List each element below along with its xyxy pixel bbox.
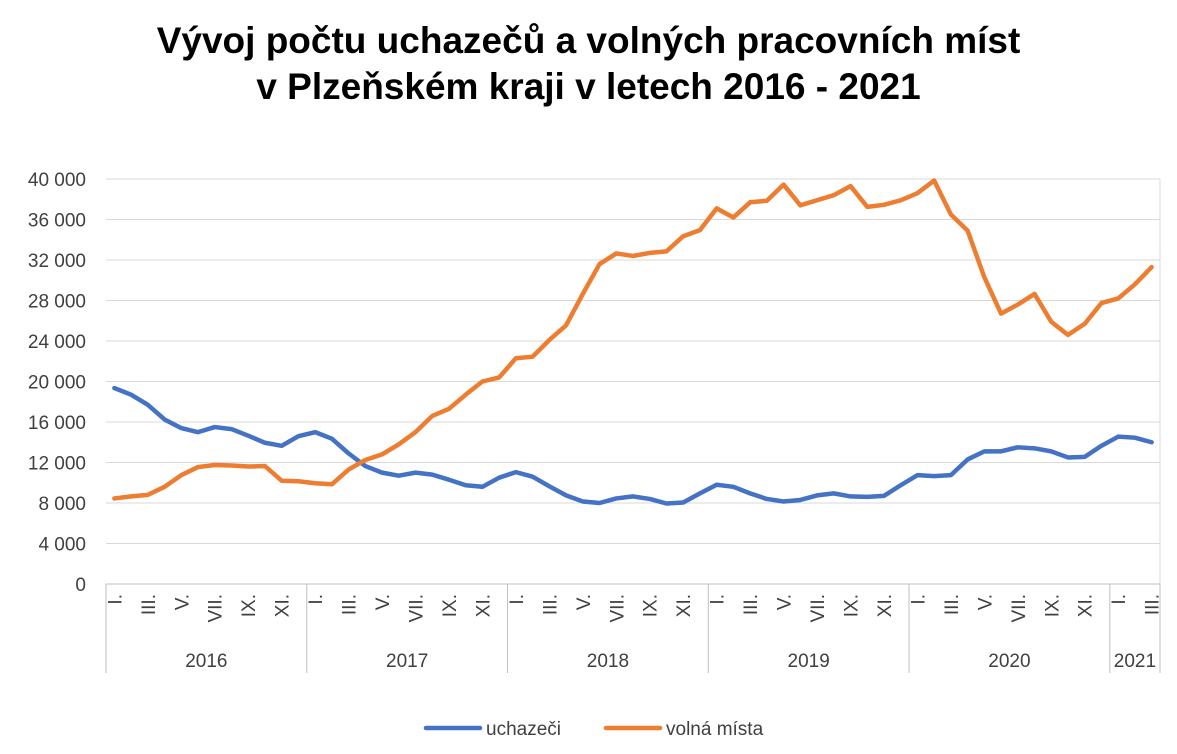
- x-tick-label: V.: [775, 594, 796, 610]
- y-tick-label: 8 000: [38, 494, 86, 515]
- x-tick-label: XI.: [473, 594, 494, 617]
- chart-title: Vývoj počtu uchazečů a volných pracovníc…: [0, 18, 1177, 110]
- x-axis: I. III. V. VII. IX. XI. 2016 I. III. V. VII. IX. XI.…: [105, 583, 1164, 673]
- x-tick-label: XI.: [1076, 594, 1097, 617]
- x-tick-label: III.: [1143, 594, 1164, 615]
- x-tick-label: XI.: [674, 594, 695, 617]
- series-line-volna-mista: [112, 178, 1154, 501]
- x-tick-label: I.: [105, 594, 126, 605]
- x-tick-label: I.: [306, 594, 327, 605]
- x-tick-label: V.: [574, 594, 595, 610]
- legend-item: volná místa: [603, 719, 764, 740]
- chart-title-line-1: Vývoj počtu uchazečů a volných pracovníc…: [156, 20, 1021, 61]
- x-tick-label: I.: [507, 594, 528, 605]
- x-tick-label: VII.: [1009, 594, 1030, 623]
- year-label: 2019: [788, 651, 830, 672]
- y-tick-label: 40 000: [28, 170, 86, 191]
- x-tick-label: III.: [340, 594, 361, 615]
- x-tick-label: I.: [1109, 594, 1130, 605]
- legend-label: volná místa: [666, 719, 764, 740]
- x-tick-label: IX.: [841, 594, 862, 617]
- y-tick-label: 24 000: [28, 332, 86, 353]
- x-tick-label: IX.: [1042, 594, 1063, 617]
- x-tick-label: V.: [172, 594, 193, 610]
- x-tick-label: VII.: [407, 594, 428, 623]
- y-tick-label: 12 000: [28, 454, 86, 475]
- y-tick-label: 32 000: [28, 251, 86, 272]
- x-tick-label: VII.: [607, 594, 628, 623]
- x-tick-label: IX.: [641, 594, 662, 617]
- legend-item: uchazeči: [423, 719, 561, 740]
- year-label: 2018: [587, 651, 629, 672]
- x-tick-label: V.: [975, 594, 996, 610]
- x-tick-label: IX.: [440, 594, 461, 617]
- legend-label: uchazeči: [486, 719, 561, 740]
- x-tick-label: VII.: [808, 594, 829, 623]
- y-axis-ticks: 0 4 000 8 000 12 000 16 000 20 000 24 000 28 00…: [28, 170, 86, 596]
- series-line-uchazeci: [112, 385, 1154, 506]
- y-tick-label: 28 000: [28, 292, 86, 313]
- y-tick-label: 4 000: [38, 535, 86, 556]
- x-tick-label: III.: [942, 594, 963, 615]
- x-tick-label: I.: [908, 594, 929, 605]
- x-tick-label: XI.: [273, 594, 294, 617]
- year-label: 2017: [386, 651, 428, 672]
- series-lines: [112, 178, 1154, 506]
- y-tick-label: 0: [75, 575, 86, 596]
- y-tick-label: 16 000: [28, 413, 86, 434]
- x-tick-label: IX.: [239, 594, 260, 617]
- gridlines: [106, 178, 1161, 585]
- x-tick-label: III.: [139, 594, 160, 615]
- year-label: 2016: [185, 651, 227, 672]
- year-label: 2020: [988, 651, 1030, 672]
- year-label: 2021: [1114, 651, 1156, 672]
- x-tick-label: I.: [708, 594, 729, 605]
- x-tick-label: V.: [373, 594, 394, 610]
- y-tick-label: 20 000: [28, 373, 86, 394]
- legend: uchazeči volná místa: [423, 719, 764, 740]
- x-tick-label: III.: [741, 594, 762, 615]
- x-tick-label: VII.: [206, 594, 227, 623]
- x-tick-label: III.: [540, 594, 561, 615]
- y-tick-label: 36 000: [28, 211, 86, 232]
- chart-title-line-2: v Plzeňském kraji v letech 2016 - 2021: [256, 66, 921, 107]
- x-tick-label: XI.: [875, 594, 896, 617]
